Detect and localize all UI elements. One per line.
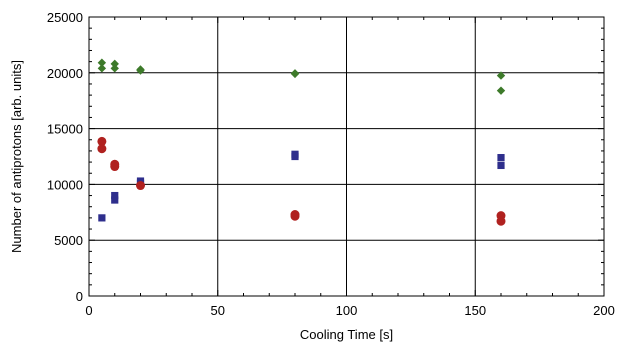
square-point xyxy=(98,214,106,222)
circle-point xyxy=(110,162,120,172)
y-tick-label: 0 xyxy=(76,289,83,304)
y-tick-label: 25000 xyxy=(47,10,83,25)
square-point xyxy=(497,154,505,162)
x-tick-label: 200 xyxy=(593,303,615,318)
y-axis-label: Number of antiprotons [arb. units] xyxy=(9,60,24,253)
diamond-point xyxy=(110,59,119,69)
y-tick-label: 5000 xyxy=(54,233,83,248)
y-tick-labels: 0 5000 10000 15000 20000 25000 xyxy=(47,10,83,304)
square-point xyxy=(111,196,119,204)
diamond-point xyxy=(496,86,506,95)
diamond-point xyxy=(136,66,145,75)
y-tick-label: 20000 xyxy=(47,66,83,81)
x-tick-label: 100 xyxy=(336,303,358,318)
x-tick-label: 50 xyxy=(211,303,225,318)
y-tick-label: 10000 xyxy=(47,177,83,192)
circle-point xyxy=(97,144,107,154)
x-tick-label: 150 xyxy=(464,303,486,318)
square-point xyxy=(497,161,505,170)
diamond-point xyxy=(97,58,107,67)
diamond-point xyxy=(97,64,107,73)
x-tick-labels: 0 50 100 150 200 xyxy=(85,303,614,318)
data-points xyxy=(97,58,506,226)
square-point xyxy=(111,191,119,200)
plot-frame xyxy=(88,16,605,297)
square-point xyxy=(291,152,299,161)
x-axis-label: Cooling Time [s] xyxy=(300,327,393,342)
y-tick-label: 15000 xyxy=(47,122,83,137)
diamond-point xyxy=(496,71,506,80)
diamond-point xyxy=(110,64,119,73)
grid-lines xyxy=(89,17,604,296)
circle-point xyxy=(97,136,107,146)
circle-point xyxy=(496,216,506,226)
diamond-point xyxy=(290,69,300,79)
x-tick-label: 0 xyxy=(85,303,92,318)
circle-point xyxy=(136,181,145,191)
circle-point xyxy=(290,211,300,221)
